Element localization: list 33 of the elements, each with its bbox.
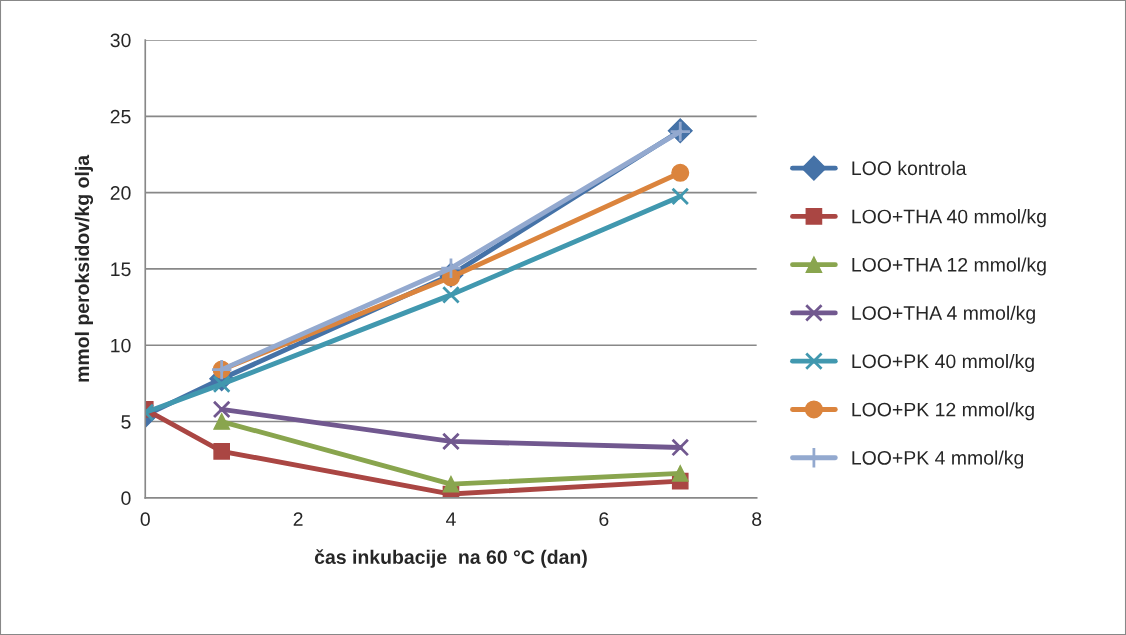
- x-tick-label: 0: [140, 512, 150, 527]
- point: [441, 285, 460, 304]
- y-tick-label: 20: [110, 186, 131, 200]
- legend-label: LOO+THA 12 mmol/kg: [852, 257, 1046, 276]
- point: [442, 475, 460, 493]
- point: [441, 432, 460, 451]
- y-tick-label: 25: [110, 109, 131, 124]
- legend-label: LOO+PK 4 mmol/kg: [852, 450, 1024, 469]
- y-axis-title: mmol peroksidov/kg olja: [74, 154, 94, 382]
- point: [212, 375, 231, 394]
- legend-label: LOO+THA 4 mmol/kg: [852, 305, 1035, 324]
- y-tick-label: 10: [111, 338, 131, 353]
- point: [439, 257, 463, 280]
- point: [671, 438, 690, 457]
- legend-label: LOO+THA 40 mmol/kg: [852, 209, 1046, 228]
- y-tick-label: 5: [121, 415, 131, 429]
- y-tick-label: 0: [121, 491, 131, 506]
- legend-label: LOO+PK 12 mmol/kg: [852, 402, 1034, 421]
- point: [671, 465, 689, 482]
- point: [212, 400, 231, 419]
- point: [671, 187, 690, 206]
- x-tick-label: 6: [599, 512, 609, 527]
- point: [213, 442, 231, 460]
- y-tick-label: 30: [110, 33, 131, 48]
- x-tick-label: 4: [446, 512, 456, 526]
- legend-label: LOO kontrola: [852, 160, 967, 176]
- point: [213, 413, 231, 430]
- x-axis-title: čas inkubacije na 60 °C (dan): [314, 549, 587, 568]
- point: [671, 163, 690, 182]
- legend-label: LOO+PK 40 mmol/kg: [852, 353, 1034, 373]
- y-tick-label: 15: [111, 262, 131, 277]
- x-tick-label: 8: [752, 512, 762, 527]
- x-tick-label: 2: [293, 512, 303, 526]
